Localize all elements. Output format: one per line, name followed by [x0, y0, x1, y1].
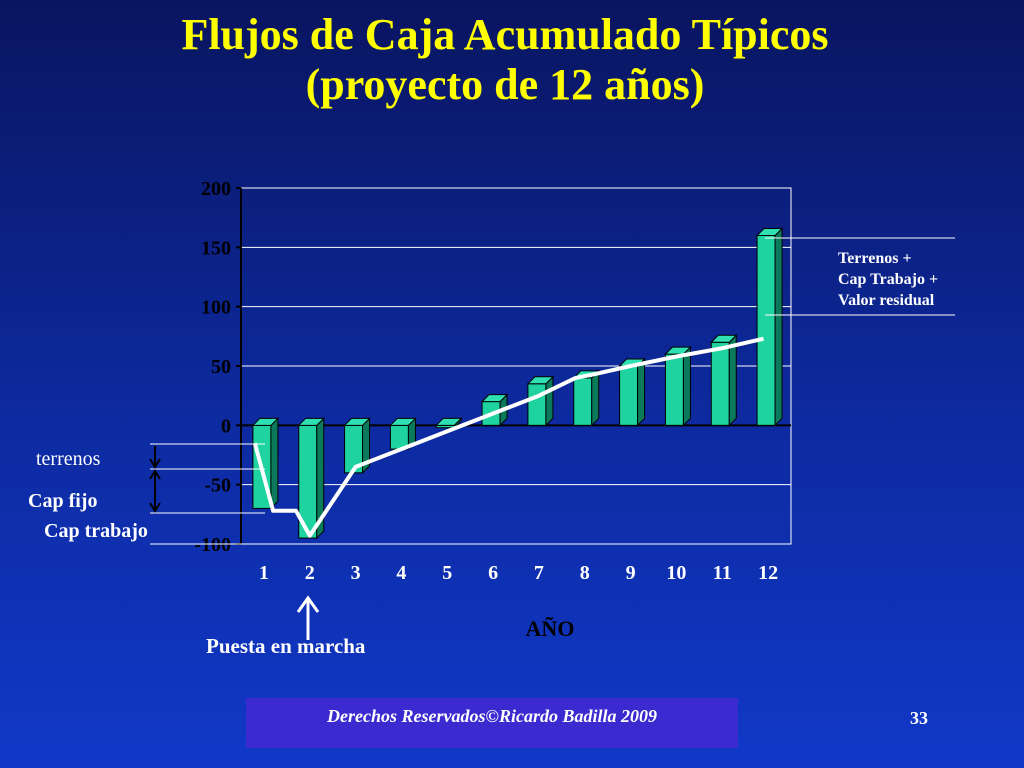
title-line-1: Flujos de Caja Acumulado Típicos [181, 10, 829, 59]
x-tick-label: 10 [666, 562, 686, 584]
bar-side [682, 345, 691, 427]
puesta-en-marcha-label: Puesta en marcha [206, 634, 366, 658]
bar-side [728, 334, 737, 427]
bar-front [756, 234, 776, 426]
bar-side [637, 357, 646, 427]
bar-top [251, 417, 280, 426]
residual-label-line-1: Terrenos + [838, 250, 912, 267]
x-tick-label: 9 [626, 562, 636, 584]
bar-top [755, 227, 784, 236]
bar-1 [251, 417, 280, 510]
title-line-2: (proyecto de 12 años) [305, 60, 705, 109]
bar-side [591, 369, 600, 427]
bar-7 [526, 375, 555, 427]
y-tick-label: 0 [221, 415, 231, 437]
bars [251, 227, 784, 540]
bar-side [270, 417, 279, 510]
bar-front [710, 341, 730, 426]
bar-top [435, 417, 463, 426]
x-tick-label: 6 [488, 562, 498, 584]
bar-top [297, 417, 325, 426]
x-tick-labels: 1 2 3 4 5 6 7 8 9 10 11 12 [259, 562, 778, 584]
cap-fijo-label: Cap fijo [28, 490, 97, 512]
up-arrow-icon [296, 595, 320, 640]
bar-top [389, 417, 417, 426]
left-annotations: terrenos Cap fijo Cap trabajo [28, 443, 290, 545]
bar-2 [297, 417, 325, 540]
cap-trabajo-label: Cap trabajo [44, 520, 148, 542]
bar-12 [755, 227, 784, 427]
x-tick-label: 7 [534, 562, 544, 584]
y-tick-label: 150 [201, 237, 231, 259]
bar-front [619, 365, 639, 426]
bar-11 [710, 334, 738, 427]
residual-annotation: Terrenos + Cap Trabajo + Valor residual [765, 237, 955, 316]
y-tick-label: 50 [211, 356, 231, 378]
cap-fijo-arrow [149, 469, 161, 513]
y-tick-label: -100 [194, 534, 231, 556]
x-tick-label: 5 [442, 562, 452, 584]
bar-front [573, 377, 593, 426]
x-tick-label: 11 [713, 562, 732, 584]
x-axis-label: AÑO [526, 616, 575, 641]
bar-top [526, 376, 555, 385]
y-tick-labels: 200 150 100 50 0 -50 -100 [194, 178, 241, 556]
bar-top [710, 334, 738, 343]
terrenos-arrow [149, 446, 161, 469]
terrenos-label: terrenos [36, 448, 101, 470]
bar-top [664, 346, 692, 355]
bar-front [527, 383, 547, 426]
x-tick-label: 1 [259, 562, 269, 584]
bar-4 [389, 417, 417, 451]
residual-label-line-2: Cap Trabajo + [838, 271, 938, 288]
copyright-text: Derechos Reservados©Ricardo Badilla 2009 [327, 706, 657, 726]
slide-title: Flujos de Caja Acumulado Típicos (proyec… [0, 10, 1010, 110]
y-tick-label: 100 [201, 297, 231, 319]
x-tick-label: 4 [396, 562, 406, 584]
bar-side [774, 227, 783, 427]
x-tick-label: 3 [351, 562, 361, 584]
bar-side [545, 375, 554, 427]
bar-front [664, 353, 684, 426]
y-tick-label: 200 [201, 178, 231, 200]
copyright-footer: Derechos Reservados©Ricardo Badilla 2009 [246, 698, 738, 748]
bar-10 [664, 345, 692, 427]
page-number: 33 [910, 708, 928, 728]
bar-3 [343, 417, 371, 475]
x-tick-label: 8 [580, 562, 590, 584]
startup-annotation: Puesta en marcha [206, 595, 366, 658]
y-tick-label: -50 [204, 475, 231, 497]
residual-label-line-3: Valor residual [838, 292, 935, 309]
bar-9 [618, 357, 646, 427]
bar-top [480, 394, 509, 403]
x-tick-label: 2 [305, 562, 315, 584]
x-tick-label: 12 [758, 562, 778, 584]
cumulative-line [252, 336, 764, 538]
bar-top [343, 417, 371, 426]
